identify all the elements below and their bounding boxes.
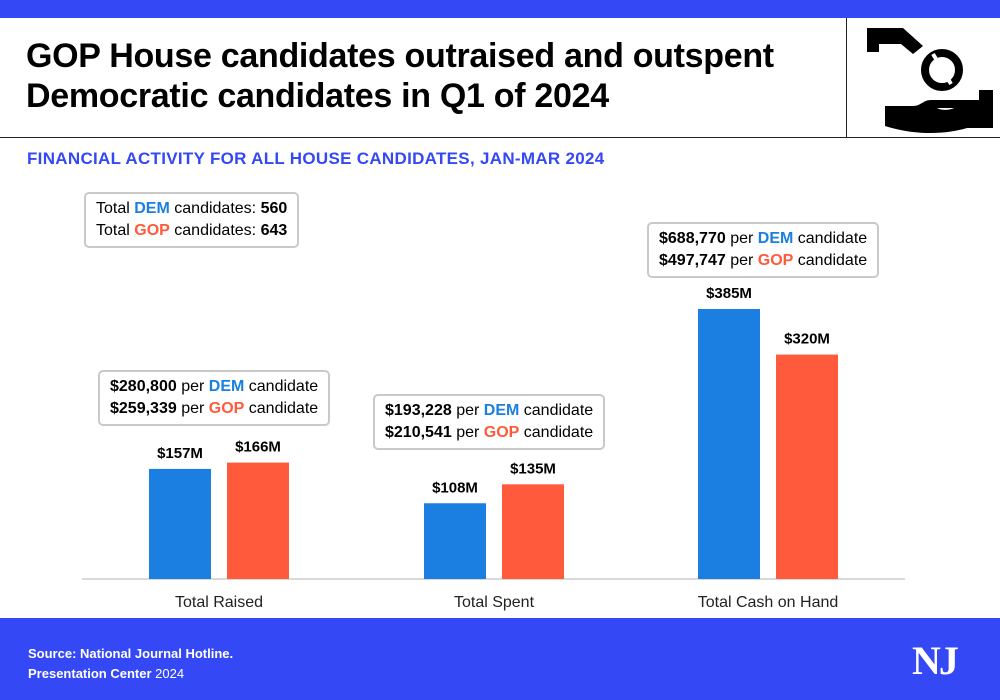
data-label-dem-1: $108M bbox=[432, 479, 478, 496]
gop-total-count: 643 bbox=[260, 222, 288, 239]
per-candidate-gop-amount: $210,541 bbox=[385, 424, 452, 441]
x-tick-label-1: Total Spent bbox=[454, 594, 535, 611]
footer-text: Source: National Journal Hotline. Presen… bbox=[28, 644, 233, 684]
x-tick-label-0: Total Raised bbox=[175, 594, 263, 611]
per-candidate-callout-raised: $280,800 per DEM candidate $259,339 per … bbox=[98, 370, 331, 426]
chart-title: FINANCIAL ACTIVITY FOR ALL HOUSE CANDIDA… bbox=[27, 149, 605, 168]
per-candidate-dem-amount: $688,770 bbox=[659, 230, 726, 247]
gop-total-prefix: Total bbox=[96, 222, 130, 239]
candidate-word: candidate bbox=[248, 400, 319, 417]
per-word: per bbox=[730, 252, 754, 269]
data-label-dem-2: $385M bbox=[706, 285, 752, 302]
dem-total-prefix: Total bbox=[96, 200, 130, 217]
footer: Source: National Journal Hotline. Presen… bbox=[0, 618, 1000, 700]
icon-box bbox=[846, 18, 1000, 137]
per-candidate-callout-spent: $193,228 per DEM candidate $210,541 per … bbox=[373, 394, 606, 450]
header-divider bbox=[0, 137, 1000, 138]
bar-gop-0 bbox=[227, 462, 289, 579]
dem-party-label: DEM bbox=[757, 230, 794, 247]
totals-callout: Total DEM candidates: 560 Total GOP cand… bbox=[84, 192, 300, 248]
per-word: per bbox=[730, 230, 754, 247]
gop-total-party: GOP bbox=[134, 222, 170, 239]
bar-gop-2 bbox=[776, 354, 838, 579]
per-candidate-dem-line: $688,770 per DEM candidate bbox=[659, 228, 867, 250]
dem-party-label: DEM bbox=[208, 378, 245, 395]
candidate-word: candidate bbox=[797, 252, 868, 269]
gop-total-line: Total GOP candidates: 643 bbox=[96, 220, 287, 242]
per-candidate-dem-amount: $193,228 bbox=[385, 402, 452, 419]
per-candidate-gop-amount: $259,339 bbox=[110, 400, 177, 417]
gop-party-label: GOP bbox=[757, 252, 794, 269]
per-word: per bbox=[181, 378, 205, 395]
bar-gop-1 bbox=[502, 484, 564, 579]
per-candidate-dem-line: $193,228 per DEM candidate bbox=[385, 400, 593, 422]
candidate-word: candidate bbox=[523, 402, 594, 419]
dem-total-party: DEM bbox=[134, 200, 170, 217]
gop-party-label: GOP bbox=[208, 400, 245, 417]
title-line-2: Democratic candidates in Q1 of 2024 bbox=[26, 77, 609, 115]
bar-dem-1 bbox=[424, 503, 486, 579]
data-label-gop-1: $135M bbox=[510, 460, 556, 477]
per-candidate-gop-amount: $497,747 bbox=[659, 252, 726, 269]
data-label-gop-2: $320M bbox=[784, 331, 830, 348]
source-note: Source: National Journal Hotline. bbox=[28, 646, 234, 661]
top-band bbox=[0, 0, 1000, 18]
per-word: per bbox=[456, 402, 480, 419]
per-candidate-gop-line: $259,339 per GOP candidate bbox=[110, 398, 318, 420]
candidate-word: candidate bbox=[248, 378, 319, 395]
credit-year: 2024 bbox=[155, 666, 185, 681]
gop-total-suffix: candidates: bbox=[174, 222, 257, 239]
nj-logo: NJ bbox=[912, 638, 959, 683]
per-word: per bbox=[456, 424, 480, 441]
per-candidate-dem-line: $280,800 per DEM candidate bbox=[110, 376, 318, 398]
dem-total-line: Total DEM candidates: 560 bbox=[96, 198, 287, 220]
money-hand-icon bbox=[867, 28, 993, 133]
bar-dem-0 bbox=[149, 468, 211, 579]
candidate-word: candidate bbox=[523, 424, 594, 441]
bar-chart: $157M $166M Total Raised $108M $135M Total Sp… bbox=[82, 285, 905, 611]
gop-party-label: GOP bbox=[483, 424, 520, 441]
presentation-center: Presentation Center bbox=[28, 666, 152, 681]
data-label-dem-0: $157M bbox=[157, 445, 203, 462]
title-line-1: GOP House candidates outraised and outsp… bbox=[26, 37, 774, 75]
per-candidate-gop-line: $210,541 per GOP candidate bbox=[385, 422, 593, 444]
dem-total-suffix: candidates: bbox=[174, 200, 257, 217]
per-candidate-dem-amount: $280,800 bbox=[110, 378, 177, 395]
bar-dem-2 bbox=[698, 309, 760, 579]
per-candidate-gop-line: $497,747 per GOP candidate bbox=[659, 250, 867, 272]
dem-party-label: DEM bbox=[483, 402, 520, 419]
data-label-gop-0: $166M bbox=[235, 439, 281, 456]
credit-line: Presentation Center 2024 bbox=[28, 664, 233, 684]
page-title: GOP House candidates outraised and outsp… bbox=[26, 36, 826, 116]
per-word: per bbox=[181, 400, 205, 417]
candidate-word: candidate bbox=[797, 230, 868, 247]
dem-total-count: 560 bbox=[260, 200, 288, 217]
x-tick-label-2: Total Cash on Hand bbox=[698, 594, 839, 611]
per-candidate-callout-cash: $688,770 per DEM candidate $497,747 per … bbox=[647, 222, 880, 278]
